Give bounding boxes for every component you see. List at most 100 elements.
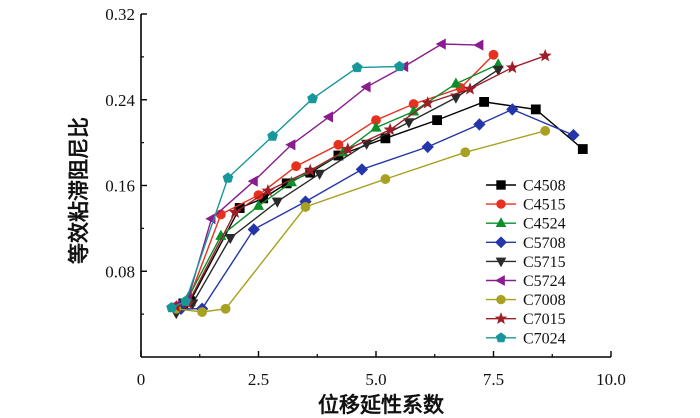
legend-item: C5708 xyxy=(486,235,566,252)
data-point xyxy=(479,96,489,107)
legend-label: C7024 xyxy=(523,330,566,347)
data-point xyxy=(473,118,486,131)
data-point xyxy=(394,60,405,72)
data-point xyxy=(314,169,326,180)
legend-item: C5715 xyxy=(486,254,566,271)
data-point xyxy=(432,115,442,126)
data-point xyxy=(220,303,231,314)
legend-item: C4508 xyxy=(486,178,566,195)
legend-marker xyxy=(495,217,507,228)
data-point xyxy=(488,49,499,60)
legend-label: C5715 xyxy=(523,254,566,271)
series-line xyxy=(175,69,499,314)
data-point xyxy=(180,295,192,306)
y-tick-label: 0.32 xyxy=(105,5,135,24)
legend-marker xyxy=(495,332,507,343)
data-point xyxy=(506,103,519,116)
series-line xyxy=(175,43,480,307)
series-C4515 xyxy=(171,49,499,312)
data-point xyxy=(355,163,369,176)
legend-label: C7008 xyxy=(523,292,566,309)
series-line xyxy=(176,130,546,313)
data-point xyxy=(370,121,382,132)
data-point xyxy=(166,302,177,313)
legend-label: C5708 xyxy=(523,235,566,252)
data-point xyxy=(421,140,434,154)
data-point xyxy=(435,38,446,50)
legend-marker xyxy=(495,236,507,249)
legend: C4508 C4515 C4524 C5708 C5715 C5724 C7008 C7015… xyxy=(486,178,566,347)
legend-item: C7008 xyxy=(486,292,566,309)
data-point xyxy=(307,93,318,104)
legend-label: C5724 xyxy=(523,273,566,290)
data-point xyxy=(540,125,551,136)
data-point xyxy=(291,161,301,172)
data-point xyxy=(463,82,477,95)
data-point xyxy=(360,81,371,93)
legend-label: C7015 xyxy=(523,311,566,328)
legend-marker xyxy=(496,180,506,190)
series-C5724 xyxy=(170,38,484,312)
data-point xyxy=(261,184,275,197)
legend-label: C4508 xyxy=(523,178,566,195)
legend-item: C7024 xyxy=(486,330,566,347)
x-tick-label: 10.0 xyxy=(596,370,626,389)
data-point xyxy=(538,48,552,62)
axes: 0 2.5 5.0 7.5 10.0 0.08 0.16 0.24 0.32 xyxy=(105,5,626,389)
data-point xyxy=(567,128,580,142)
data-point xyxy=(224,234,236,245)
data-point xyxy=(473,39,484,51)
legend-item: C5724 xyxy=(486,273,566,290)
data-point xyxy=(222,172,234,183)
data-point xyxy=(322,111,333,123)
data-point xyxy=(333,139,344,150)
series-line xyxy=(175,63,499,308)
data-point xyxy=(380,174,391,184)
data-point xyxy=(300,202,311,212)
data-point xyxy=(252,199,265,210)
x-tick-label: 5.0 xyxy=(365,370,386,389)
data-point xyxy=(530,104,541,115)
y-axis-title: 等效粘滞阻尼比 xyxy=(67,117,91,264)
y-tick-label: 0.16 xyxy=(105,177,135,196)
data-point xyxy=(271,197,283,208)
x-axis-title: 位移延性系数 xyxy=(318,393,445,417)
data-point xyxy=(421,96,435,109)
data-point xyxy=(505,60,519,74)
data-point xyxy=(228,205,242,218)
y-tick-label: 0.08 xyxy=(105,262,135,281)
legend-marker xyxy=(494,312,508,325)
series-C7024 xyxy=(166,60,405,313)
x-tick-label: 0 xyxy=(137,370,146,389)
data-point xyxy=(383,122,397,136)
legend-label: C4515 xyxy=(523,197,566,214)
data-point xyxy=(460,147,471,158)
data-point xyxy=(577,144,588,154)
legend-marker xyxy=(495,257,507,268)
x-tick-label: 7.5 xyxy=(483,370,504,389)
data-point xyxy=(403,118,415,129)
legend-label: C4524 xyxy=(523,216,566,233)
legend-marker xyxy=(495,275,505,286)
y-tick-label: 0.24 xyxy=(105,91,135,110)
legend-item: C4515 xyxy=(486,197,566,214)
series-line xyxy=(183,101,584,305)
legend-item: C7015 xyxy=(486,311,566,328)
data-point xyxy=(351,61,363,73)
data-point xyxy=(450,77,462,88)
x-tick-label: 2.5 xyxy=(248,370,269,389)
data-point xyxy=(492,65,504,76)
data-point xyxy=(267,130,278,141)
data-point xyxy=(247,223,260,236)
series-line xyxy=(176,54,494,308)
legend-marker xyxy=(496,294,506,305)
series-layer xyxy=(166,38,588,320)
legend-item: C4524 xyxy=(486,216,566,233)
data-point xyxy=(303,163,317,177)
series-C7008 xyxy=(171,125,551,317)
data-point xyxy=(247,175,258,187)
legend-marker xyxy=(496,199,506,209)
data-point xyxy=(197,307,207,317)
data-point xyxy=(285,139,296,151)
